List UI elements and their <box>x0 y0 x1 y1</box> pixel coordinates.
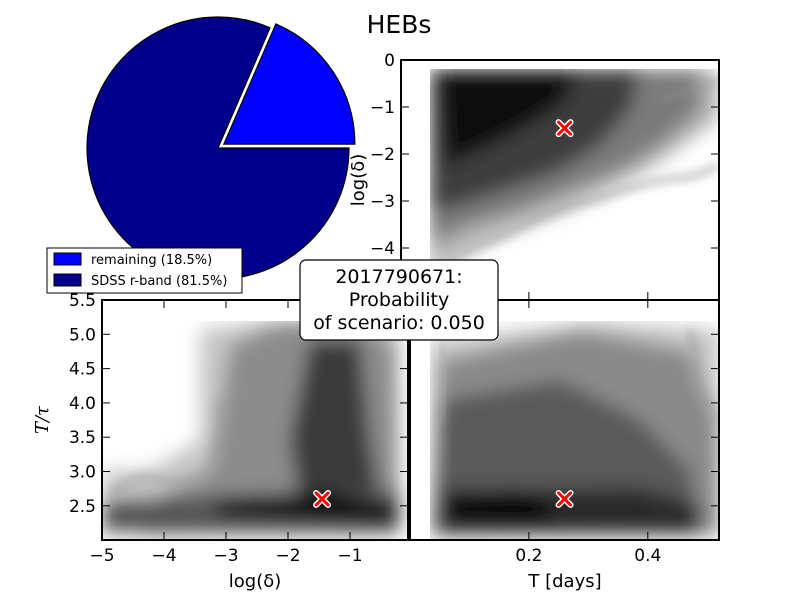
xlabel-bottom-left: log(δ) <box>229 571 282 592</box>
panel-bottom-right-frame <box>409 299 720 541</box>
legend-label-sdss: SDSS r-band (81.5%) <box>91 274 227 289</box>
ylabel-bottom-left: T/τ <box>32 405 53 434</box>
panel-bottom-left-frame <box>101 299 409 541</box>
bottom-left-ytick-label: 3.0 <box>69 463 96 483</box>
pie-slice-sdss-r-band <box>86 16 350 280</box>
annotation-line-2: Probability <box>349 289 449 311</box>
scenario-annotation: 2017790671: Probability of scenario: 0.0… <box>299 259 499 341</box>
annotation-line-1: 2017790671: <box>335 266 462 288</box>
marker-bottom-right <box>555 489 574 508</box>
marker-bottom-right-cross <box>557 491 573 507</box>
marker-bottom-left <box>313 489 332 508</box>
bottom-left-ytick-label: 5.5 <box>69 291 96 311</box>
annotation-line-3: of scenario: 0.050 <box>313 312 485 334</box>
top-right-ytick-label: 0 <box>384 51 395 71</box>
bottom-left-ytick-label: 4.5 <box>69 360 96 380</box>
pie-chart <box>86 16 356 280</box>
ticks-top-right: 0 −1 −2 −3 −4 <box>370 51 719 300</box>
bottom-left-ytick-label: 3.5 <box>69 428 96 448</box>
bottom-left-ytick-label: 5.0 <box>69 325 96 345</box>
bottom-left-ytick-label: 2.5 <box>69 497 96 517</box>
top-right-ytick-label: −2 <box>370 145 395 165</box>
legend-label-remaining: remaining (18.5%) <box>91 253 212 268</box>
pie-legend: remaining (18.5%) SDSS r-band (81.5%) <box>46 247 243 294</box>
ticks-bottom-left: 5.5 5.0 4.5 4.0 3.5 3.0 2.5 −5 −4 −3 −2 −1 <box>69 291 408 566</box>
top-right-ytick-label: −4 <box>370 239 395 259</box>
pie-slice-remaining <box>222 23 356 145</box>
bottom-left-xtick-label: −1 <box>337 546 362 566</box>
heatmap-bottom-left: 5.5 5.0 4.5 4.0 3.5 3.0 2.5 −5 −4 −3 −2 −1 log(δ) T… <box>32 291 409 592</box>
bottom-left-xtick-label: −4 <box>151 546 176 566</box>
heatmap-top-right: 0 −1 −2 −3 −4 log(δ) <box>348 51 720 301</box>
heatmap-bottom-right-density <box>430 321 719 539</box>
top-right-ytick-label: −3 <box>370 192 395 212</box>
bottom-right-xtick-label: 0.4 <box>634 546 661 566</box>
ylabel-top-right: log(δ) <box>348 154 369 207</box>
legend-swatch-sdss <box>53 273 82 287</box>
heatmap-top-right-density <box>430 69 719 299</box>
marker-top-right <box>555 119 574 138</box>
figure-title: HEBs <box>367 10 432 39</box>
bottom-left-xtick-label: −2 <box>275 546 300 566</box>
marker-top-right-cross <box>557 120 573 136</box>
bottom-left-xtick-label: −5 <box>89 546 114 566</box>
marker-bottom-left-cross <box>314 491 330 507</box>
heatmap-bottom-left-density <box>103 321 407 539</box>
xlabel-bottom-right: T [days] <box>527 571 601 592</box>
bottom-left-xtick-label: −3 <box>213 546 238 566</box>
ticks-bottom-right: 0.2 0.4 <box>515 299 719 566</box>
bottom-right-xtick-label: 0.2 <box>515 546 542 566</box>
heatmap-bottom-right: 0.2 0.4 T [days] <box>409 299 720 592</box>
top-right-ytick-label: −1 <box>370 98 395 118</box>
bottom-left-ytick-label: 4.0 <box>69 394 96 414</box>
legend-swatch-remaining <box>53 252 82 266</box>
